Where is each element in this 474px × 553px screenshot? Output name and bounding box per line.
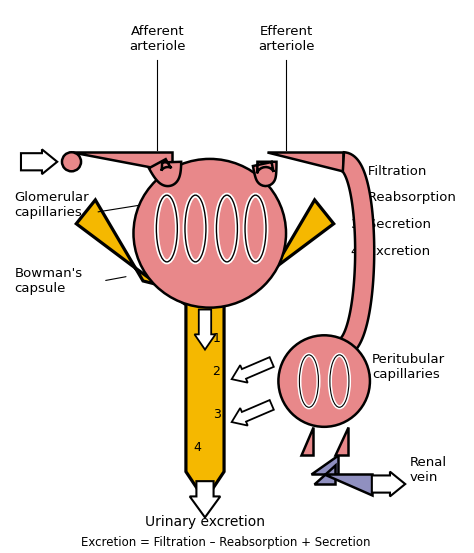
FancyArrow shape [190,481,220,518]
Circle shape [278,335,370,427]
PathPatch shape [267,152,343,171]
PathPatch shape [301,427,313,456]
Text: 1. Filtration: 1. Filtration [351,165,426,178]
FancyArrow shape [232,357,274,383]
Text: Urinary excretion: Urinary excretion [145,515,265,529]
Text: Glomerular
capillaries: Glomerular capillaries [14,191,89,218]
PathPatch shape [253,162,276,186]
PathPatch shape [72,152,172,171]
Text: Afferent
arteriole: Afferent arteriole [129,25,185,54]
PathPatch shape [314,465,335,484]
PathPatch shape [149,159,181,186]
Text: Peritubular
capillaries: Peritubular capillaries [372,353,445,381]
Ellipse shape [134,159,286,307]
Text: 3: 3 [213,408,220,421]
FancyArrow shape [232,400,274,426]
Text: Bowman's
capsule: Bowman's capsule [14,267,82,295]
Circle shape [62,152,81,171]
PathPatch shape [339,152,374,357]
Text: Renal
vein: Renal vein [410,456,447,484]
Text: 1: 1 [213,332,220,345]
Polygon shape [76,200,334,500]
Text: Efferent
arteriole: Efferent arteriole [258,25,314,54]
PathPatch shape [335,427,347,456]
Text: 2: 2 [213,365,220,378]
PathPatch shape [330,335,346,353]
Text: 3. Secretion: 3. Secretion [351,218,431,231]
Text: 2. Reabsorption: 2. Reabsorption [351,191,456,205]
Text: Excretion = Filtration – Reabsorption + Secretion: Excretion = Filtration – Reabsorption + … [81,536,371,550]
Text: 4. Excretion: 4. Excretion [351,245,430,258]
FancyArrow shape [372,472,405,497]
Text: 4: 4 [193,441,201,455]
FancyArrow shape [194,310,216,349]
FancyArrow shape [21,149,57,174]
PathPatch shape [324,473,372,494]
PathPatch shape [311,456,337,474]
